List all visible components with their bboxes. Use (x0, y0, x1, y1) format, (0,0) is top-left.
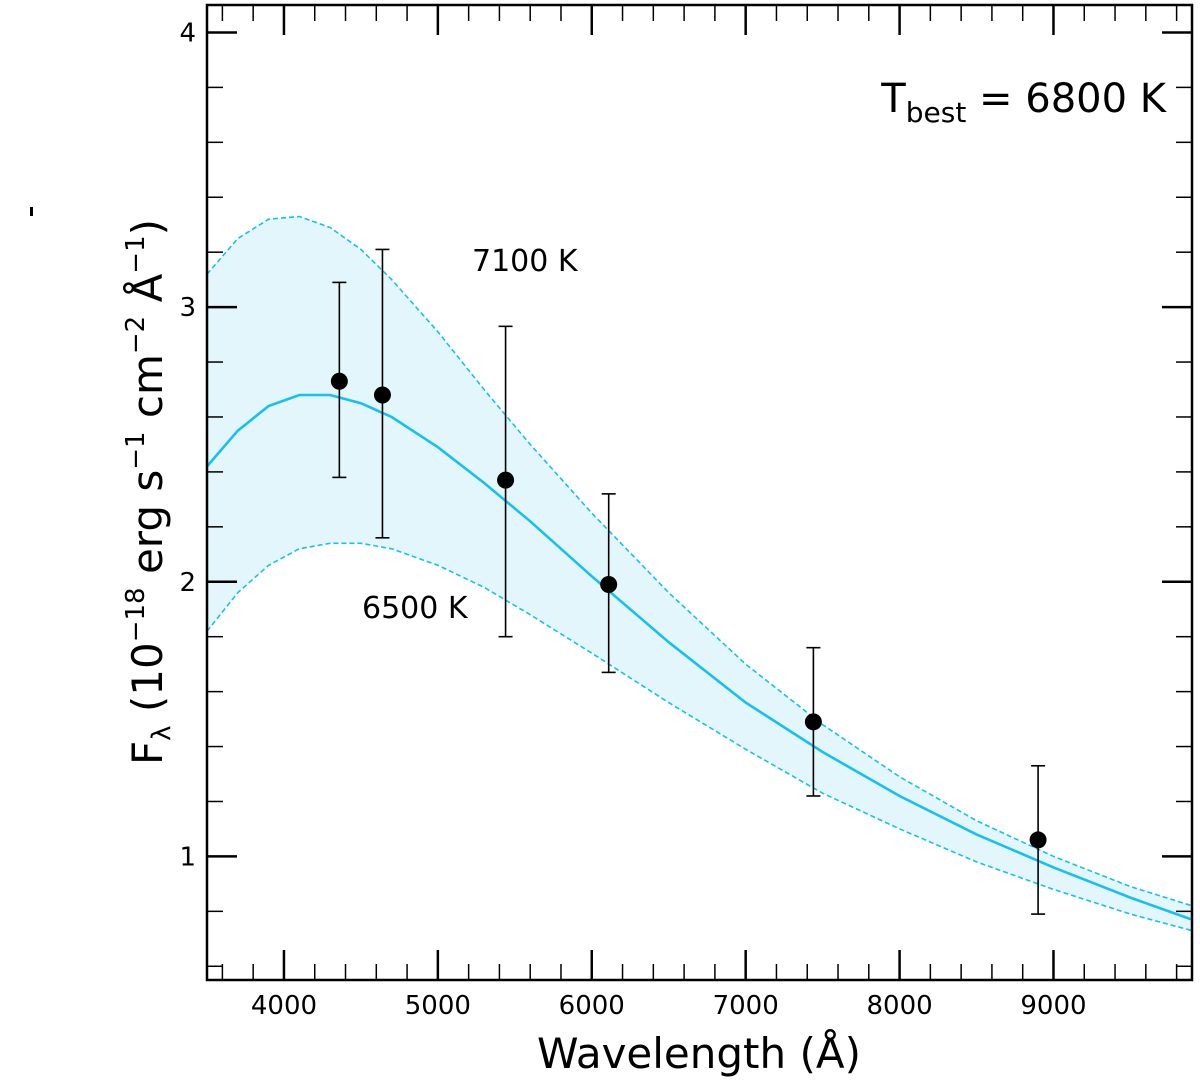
y-tick-label: 1 (179, 842, 196, 872)
curve-best-fit (206, 393, 1193, 921)
curve-7100k (206, 215, 1193, 907)
x-tick-label: 7000 (713, 991, 779, 1021)
x-tick-label: 5000 (405, 991, 471, 1021)
tick-labels: 4000 5000 6000 7000 8000 9000 1 2 3 4 (179, 18, 1086, 1021)
axis-ticks (207, 5, 1192, 980)
x-tick-label: 6000 (559, 991, 625, 1021)
data-point (373, 386, 391, 404)
stray-mark (30, 207, 33, 216)
data-point (497, 471, 515, 489)
y-axis-label: Fλ (10−18 erg s−1 cm−2 Å−1) (121, 219, 177, 765)
upper-curve-label: 7100 K (472, 244, 579, 279)
y-tick-label: 4 (179, 18, 196, 48)
data-point (330, 372, 348, 390)
x-tick-label: 4000 (251, 991, 317, 1021)
x-axis-label: Wavelength (Å) (537, 1028, 861, 1078)
x-tick-label: 9000 (1020, 991, 1086, 1021)
data-point (804, 713, 822, 731)
data-point (600, 576, 618, 594)
best-fit-temperature-label: Tbest = 6800 K (880, 76, 1167, 129)
y-tick-label: 2 (179, 568, 196, 598)
plot-frame (205, 3, 1194, 982)
data-point (1029, 831, 1047, 849)
y-tick-label: 3 (179, 293, 196, 323)
curve-6500k (206, 542, 1193, 932)
plot-content (206, 215, 1193, 932)
x-tick-label: 8000 (866, 991, 932, 1021)
lower-curve-label: 6500 K (362, 591, 469, 626)
confidence-band (207, 216, 1192, 931)
